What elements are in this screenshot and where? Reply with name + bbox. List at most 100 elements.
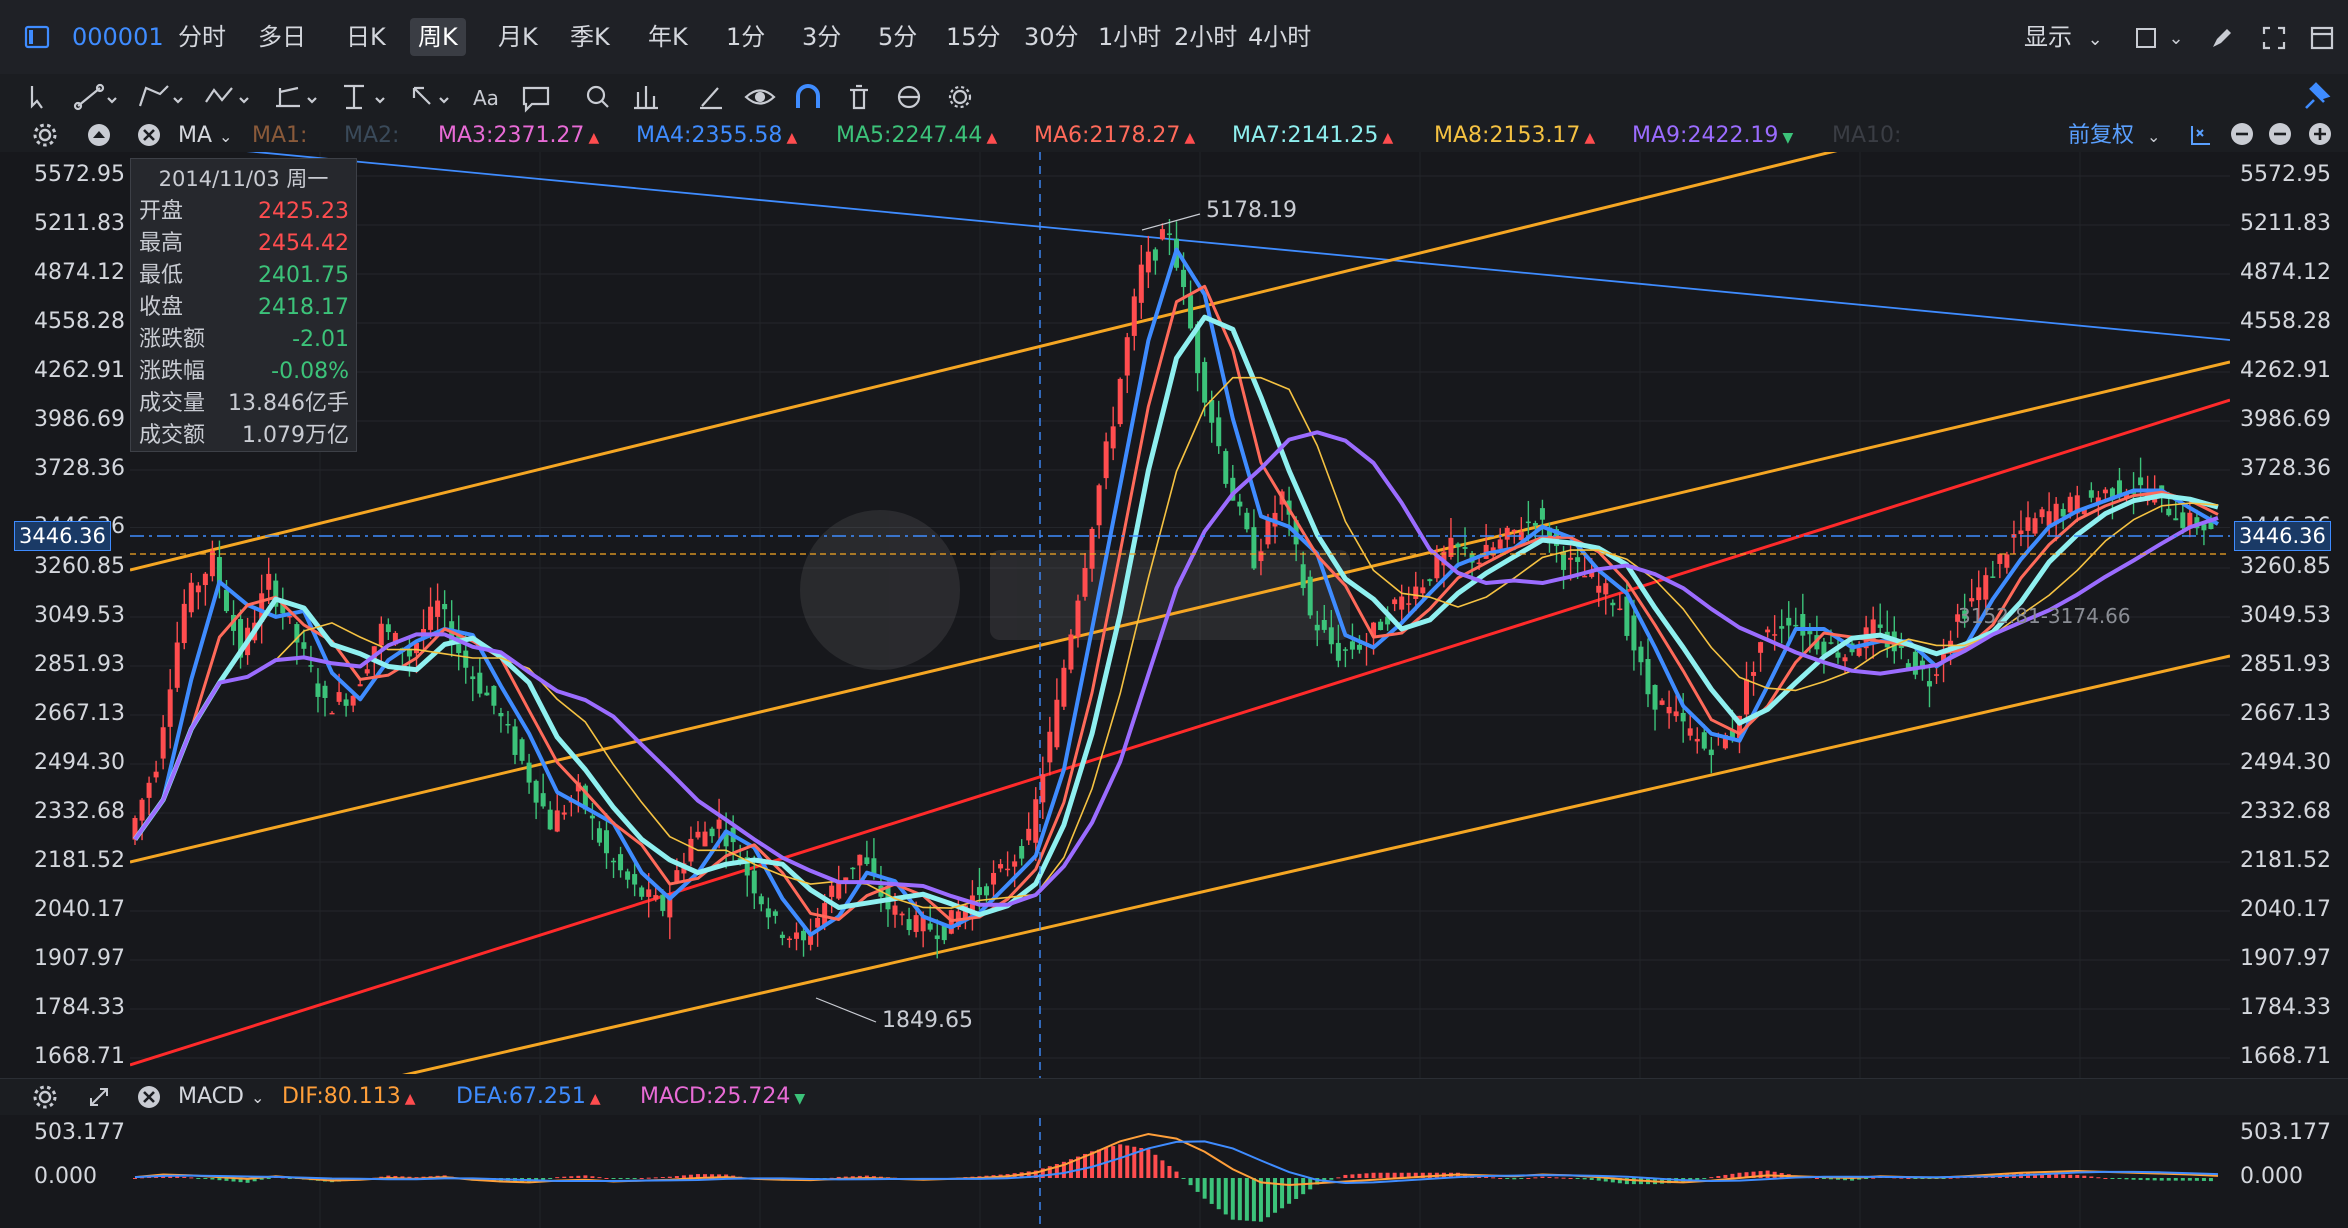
symbol-code[interactable]: 000001 bbox=[72, 23, 164, 51]
tab-timeframe-0[interactable]: 分时 bbox=[178, 23, 226, 51]
ma-item-1[interactable]: MA1: bbox=[252, 123, 308, 148]
window-icon[interactable] bbox=[2306, 22, 2338, 54]
macd-select[interactable]: MACD ⌄ bbox=[178, 1083, 264, 1112]
indicator-select[interactable]: MA ⌄ bbox=[178, 122, 232, 151]
macd-bar bbox=[442, 1175, 447, 1178]
axis-scale-icon[interactable] bbox=[2186, 120, 2216, 150]
tab-timeframe-13[interactable]: 2小时 bbox=[1174, 23, 1238, 51]
macd-bar bbox=[1068, 1159, 1073, 1178]
tab-timeframe-8[interactable]: 3分 bbox=[802, 23, 842, 51]
settings-gear-icon[interactable] bbox=[30, 120, 60, 150]
candle-body bbox=[301, 642, 307, 649]
tab-timeframe-1[interactable]: 多日 bbox=[258, 23, 306, 51]
ruler-icon[interactable] bbox=[276, 86, 317, 108]
note-icon[interactable] bbox=[522, 86, 550, 113]
polyline-icon[interactable] bbox=[138, 85, 183, 107]
candle-body bbox=[188, 582, 194, 613]
candle-body bbox=[456, 631, 462, 654]
cursor-icon[interactable] bbox=[30, 86, 43, 109]
tab-timeframe-7[interactable]: 1分 bbox=[726, 23, 766, 51]
tab-timeframe-9[interactable]: 5分 bbox=[878, 23, 918, 51]
macd-bar bbox=[477, 1178, 482, 1182]
display-menu[interactable]: 显示 ⌄ bbox=[2016, 18, 2111, 56]
zoom-in-icon[interactable] bbox=[2306, 120, 2334, 148]
ma-item-8[interactable]: MA8:2153.17 ▲ bbox=[1434, 123, 1596, 148]
search-icon[interactable] bbox=[586, 85, 609, 108]
candle-body bbox=[195, 585, 201, 593]
candle-body bbox=[976, 887, 982, 896]
candle-body bbox=[991, 872, 997, 885]
candle-body bbox=[1926, 681, 1932, 687]
gear-icon[interactable] bbox=[948, 85, 972, 109]
fullscreen-icon[interactable] bbox=[2258, 22, 2290, 54]
ma-item-5[interactable]: MA5:2247.44 ▲ bbox=[836, 123, 998, 148]
pin-icon[interactable] bbox=[2305, 82, 2331, 109]
tab-timeframe-3[interactable]: 周K bbox=[410, 18, 466, 56]
candle-body bbox=[1012, 861, 1018, 867]
candle-body bbox=[1652, 684, 1658, 710]
adjust-label: 前复权 bbox=[2068, 123, 2135, 148]
tab-timeframe-14[interactable]: 4小时 bbox=[1248, 23, 1312, 51]
close-macd-icon[interactable] bbox=[134, 1082, 164, 1112]
macd-bar bbox=[1111, 1146, 1116, 1178]
ma-item-6[interactable]: MA6:2178.27 ▲ bbox=[1034, 123, 1196, 148]
trendline-icon[interactable] bbox=[73, 83, 117, 111]
macd-bar bbox=[1624, 1178, 1629, 1185]
zoom-out-icon[interactable] bbox=[2228, 120, 2256, 148]
macd-bar bbox=[463, 1178, 468, 1180]
wave-icon[interactable] bbox=[205, 87, 249, 104]
macd-settings-gear-icon[interactable] bbox=[30, 1082, 60, 1112]
tab-timeframe-5[interactable]: 季K bbox=[570, 23, 610, 51]
macd-bar bbox=[182, 1176, 187, 1178]
candle-body bbox=[139, 799, 145, 821]
trash-icon[interactable] bbox=[850, 84, 868, 110]
macd-bar bbox=[1568, 1178, 1573, 1179]
brush-icon[interactable] bbox=[700, 87, 722, 110]
candle-body bbox=[505, 723, 511, 726]
text-tool-icon[interactable]: Aa bbox=[473, 86, 499, 110]
tab-timeframe-10[interactable]: 15分 bbox=[946, 23, 1001, 51]
macd-bar bbox=[1617, 1178, 1622, 1184]
macd-bar bbox=[1181, 1178, 1186, 1179]
arrow-icon[interactable] bbox=[412, 86, 449, 105]
ma-item-4[interactable]: MA4:2355.58 ▲ bbox=[636, 123, 798, 148]
macd-bar bbox=[1512, 1178, 1517, 1180]
compare-icon[interactable] bbox=[634, 86, 658, 110]
macd-bar bbox=[1427, 1172, 1432, 1178]
close-indicator-icon[interactable] bbox=[134, 120, 164, 150]
ma-item-2[interactable]: MA2: bbox=[344, 123, 400, 148]
collapse-up-icon[interactable] bbox=[84, 120, 114, 150]
tab-timeframe-2[interactable]: 日K bbox=[346, 23, 386, 51]
expand-icon[interactable] bbox=[84, 1082, 114, 1112]
ma-item-7[interactable]: MA7:2141.25 ▲ bbox=[1232, 123, 1394, 148]
ma-item-9[interactable]: MA9:2422.19 ▼ bbox=[1632, 123, 1794, 148]
trend-up-icon: ▲ bbox=[1184, 130, 1196, 146]
macd-bar bbox=[2110, 1178, 2115, 1179]
candle-body bbox=[730, 827, 736, 843]
candle-body bbox=[132, 818, 138, 840]
adjust-select[interactable]: 前复权 ⌄ bbox=[2068, 122, 2160, 151]
candle-body bbox=[1195, 324, 1201, 374]
chevron-down-icon[interactable]: ⌄ bbox=[2168, 27, 2184, 49]
tab-timeframe-12[interactable]: 1小时 bbox=[1098, 23, 1162, 51]
macd-bar bbox=[1828, 1178, 1833, 1180]
chevron-down-icon: ⌄ bbox=[250, 1088, 265, 1107]
fib-icon[interactable] bbox=[344, 84, 385, 110]
ma-item-10[interactable]: MA10: bbox=[1832, 123, 1902, 148]
pen-icon[interactable] bbox=[2206, 22, 2238, 54]
tab-timeframe-4[interactable]: 月K bbox=[498, 23, 538, 51]
sidebar-toggle-icon[interactable] bbox=[22, 22, 52, 52]
macd-bar bbox=[491, 1178, 496, 1182]
macd-bar bbox=[1540, 1176, 1545, 1178]
candle-body bbox=[2095, 497, 2101, 504]
ma-item-3[interactable]: MA3:2371.27 ▲ bbox=[438, 123, 600, 148]
sync-icon[interactable] bbox=[897, 85, 921, 109]
tab-timeframe-6[interactable]: 年K bbox=[648, 23, 688, 51]
candle-body bbox=[512, 726, 518, 755]
magnet-icon[interactable] bbox=[796, 84, 820, 108]
tab-timeframe-11[interactable]: 30分 bbox=[1024, 23, 1079, 51]
checkbox-icon[interactable] bbox=[2132, 24, 2160, 52]
candle-body bbox=[1455, 543, 1461, 548]
eye-icon[interactable] bbox=[744, 89, 776, 105]
minimize-icon[interactable] bbox=[2266, 120, 2294, 148]
